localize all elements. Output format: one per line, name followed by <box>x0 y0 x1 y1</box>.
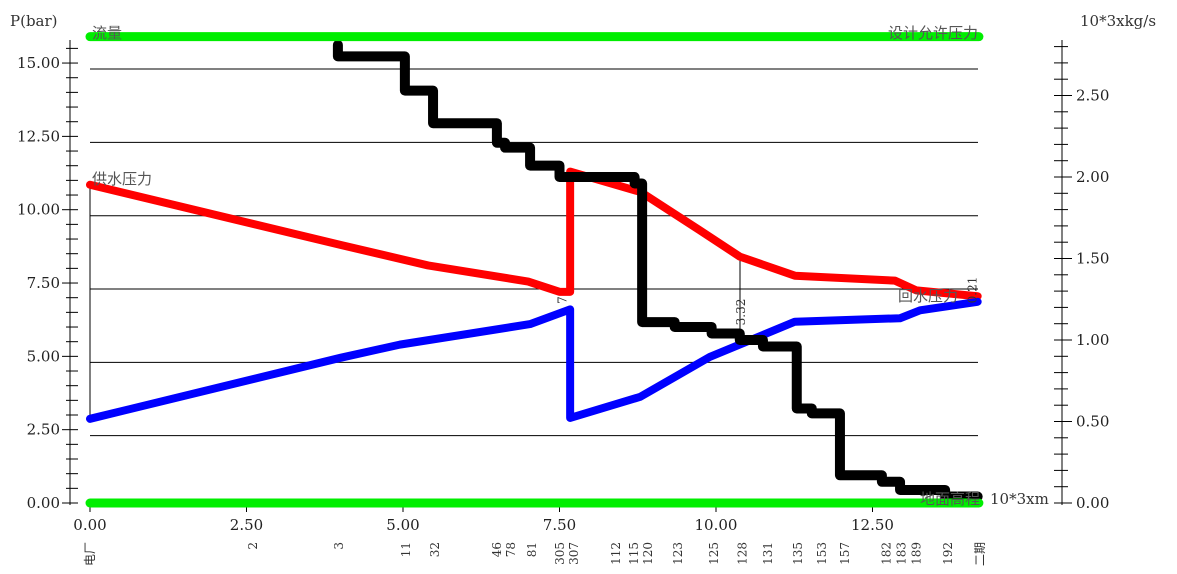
y-tick-right: 2.50 <box>1076 87 1109 105</box>
y-tick-right: 0.50 <box>1076 413 1109 431</box>
node-label: 2 <box>246 542 260 550</box>
node-label: 192 <box>941 542 955 565</box>
node-label: 183 <box>894 542 908 565</box>
y-tick-right: 2.00 <box>1076 168 1109 186</box>
annotation-label: 3.32 <box>734 299 748 326</box>
y-tick-left: 2.50 <box>27 421 60 439</box>
x-tick-label: 10.00 <box>695 516 738 534</box>
node-label: 46 <box>490 542 504 557</box>
right-axis-label: 10*3xkg/s <box>1080 12 1156 30</box>
node-label: 115 <box>627 542 641 565</box>
y-tick-right: 0.00 <box>1076 494 1109 512</box>
x-tick-label: 0.00 <box>73 516 106 534</box>
axes <box>62 40 1072 505</box>
series <box>85 32 984 508</box>
series-line-1 <box>86 297 982 423</box>
node-label: 131 <box>761 542 775 565</box>
node-label: 157 <box>838 542 852 565</box>
y-tick-left: 7.50 <box>27 274 60 292</box>
series-line-0 <box>86 167 982 301</box>
y-tick-left: 5.00 <box>27 347 60 365</box>
y-tick-left: 0.00 <box>27 494 60 512</box>
node-label: 11 <box>399 542 413 557</box>
y-tick-left: 15.00 <box>17 54 60 72</box>
node-label: 307 <box>567 542 581 565</box>
series-label-limit: 设计允许压力 <box>888 24 978 42</box>
node-label: 32 <box>428 542 442 557</box>
x-tick-label: 5.00 <box>386 516 419 534</box>
node-label: 二期 <box>973 542 987 566</box>
node-label: 135 <box>791 542 805 565</box>
node-label: 电厂 <box>83 542 97 566</box>
x-tick-label: 12.50 <box>851 516 894 534</box>
node-label: 189 <box>909 542 923 565</box>
left-axis-label: P(bar) <box>10 12 58 30</box>
annotation-label: 0.21 <box>966 277 980 304</box>
series-label-return: 回水压力 <box>898 287 958 305</box>
y-tick-left: 10.00 <box>17 201 60 219</box>
y-tick-right: 1.50 <box>1076 250 1109 268</box>
y-tick-right: 1.00 <box>1076 331 1109 349</box>
node-label: 3 <box>332 542 346 550</box>
series-label-ground: 地面高程 <box>920 490 980 508</box>
grid <box>89 68 978 512</box>
x-tick-label: 7.50 <box>543 516 576 534</box>
series-label-flow: 流量 <box>92 24 122 42</box>
node-label: 123 <box>671 542 685 565</box>
node-label: 81 <box>525 542 539 557</box>
node-label: 128 <box>735 542 749 565</box>
y-tick-left: 12.50 <box>17 127 60 145</box>
node-label: 182 <box>879 542 893 565</box>
node-label: 78 <box>504 542 518 557</box>
annotation-label: 7 <box>556 296 570 304</box>
node-label: 125 <box>707 542 721 565</box>
node-label: 120 <box>641 542 655 565</box>
labels: 0.00 2.50 5.00 7.50 10.00 12.50 15.00 0.00 0.50 1… <box>17 54 1109 566</box>
x-axis-label: 10*3xm <box>990 490 1049 508</box>
x-tick-label: 2.50 <box>230 516 263 534</box>
series-label-supply: 供水压力 <box>92 170 152 188</box>
node-label: 305 <box>553 542 567 565</box>
node-label: 153 <box>815 542 829 565</box>
series-line-2 <box>332 39 983 502</box>
node-label: 112 <box>609 542 623 565</box>
